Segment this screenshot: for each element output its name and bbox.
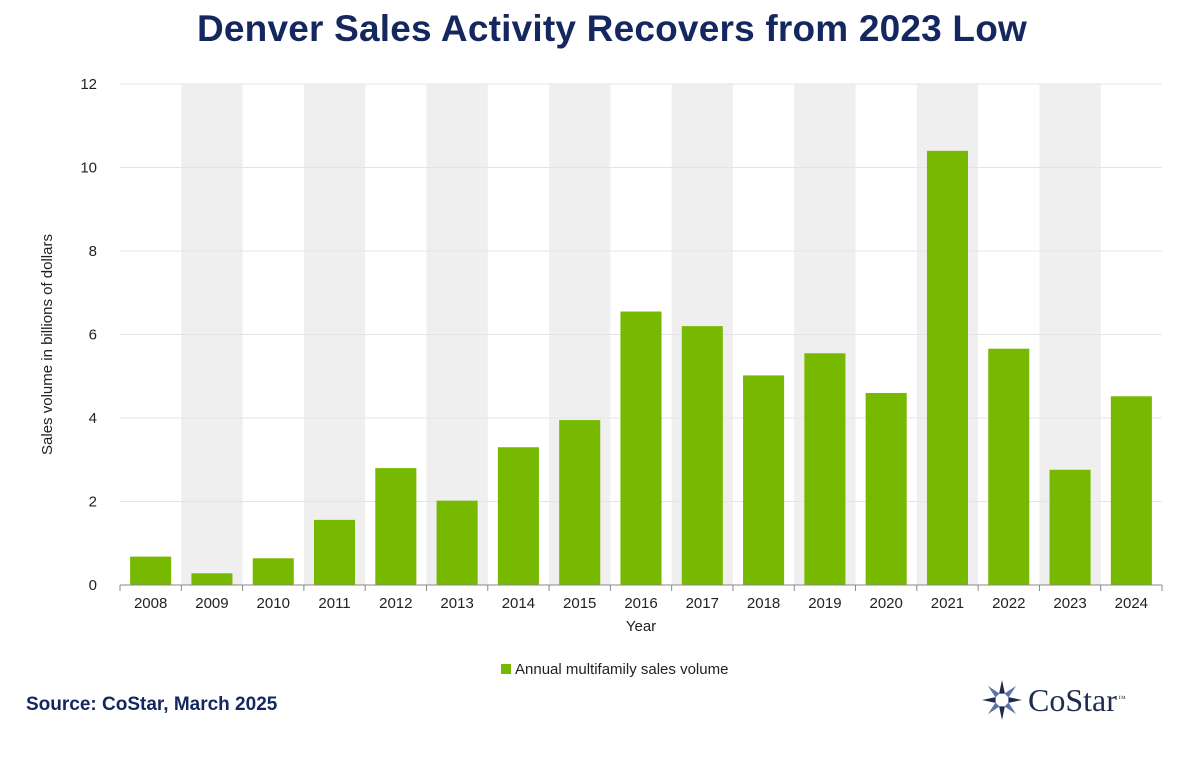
x-axis-title: Year (626, 618, 656, 635)
x-ticks (119, 585, 1163, 591)
x-tick-label: 2022 (992, 595, 1025, 612)
chart-title: Denver Sales Activity Recovers from 2023… (196, 8, 1028, 49)
logo-star-ray (987, 685, 1000, 698)
legend-label: Annual multifamily sales volume (515, 661, 728, 678)
y-tick-label: 10 (80, 160, 97, 177)
bar-2017 (681, 326, 723, 585)
bar-2016 (620, 311, 662, 585)
x-tick-label: 2023 (1053, 595, 1086, 612)
x-tick-label: 2009 (195, 595, 228, 612)
bar-2010 (252, 558, 294, 585)
x-tick-label: 2019 (808, 595, 841, 612)
logo-star-ray (1004, 685, 1017, 698)
x-tick-label: 2010 (257, 595, 290, 612)
x-tick-label: 2016 (624, 595, 657, 612)
x-tick-label: 2014 (502, 595, 535, 612)
bar-2011 (313, 519, 356, 585)
logo-tm: ™ (1117, 694, 1126, 703)
y-tick-labels: 0 2 4 6 8 10 12 (80, 76, 97, 594)
bar-2008 (130, 556, 172, 585)
y-axis-title: Sales volume in billions of dollars (39, 234, 56, 455)
bar-2013 (436, 500, 478, 585)
bar-2019 (804, 353, 846, 585)
x-tick-label: 2020 (869, 595, 902, 612)
logo-star-ray (982, 697, 996, 703)
x-tick-label: 2021 (931, 595, 964, 612)
y-tick-label: 6 (89, 327, 97, 344)
source-note: Source: CoStar, March 2025 (26, 694, 278, 715)
x-tick-label: 2008 (134, 595, 167, 612)
x-tick-labels: 2008 2009 2010 2011 2012 2013 2014 2015 2016 2017… (134, 595, 1148, 612)
y-tick-label: 2 (89, 494, 97, 511)
x-tick-label: 2017 (686, 595, 719, 612)
bar-2009 (191, 573, 233, 585)
logo-star-ray (999, 706, 1005, 720)
bar-2023 (1049, 469, 1091, 585)
y-tick-label: 8 (89, 243, 97, 260)
x-tick-label: 2024 (1115, 595, 1148, 612)
logo-star-ray (987, 702, 1000, 715)
logo-star-ray (1004, 702, 1017, 715)
costar-logo: CoStar™ (980, 678, 1140, 722)
logo-star-ray (1008, 697, 1022, 703)
y-tick-label: 12 (80, 76, 97, 93)
x-tick-label: 2012 (379, 595, 412, 612)
x-tick-label: 2011 (318, 595, 350, 612)
bars (130, 150, 1152, 586)
bar-2024 (1110, 396, 1152, 585)
logo-text: CoStar (1028, 682, 1117, 718)
bar-2018 (743, 375, 785, 585)
bar-2022 (988, 348, 1030, 585)
costar-star-icon (982, 680, 1022, 720)
y-tick-label: 4 (89, 410, 97, 427)
bar-2012 (375, 468, 417, 585)
logo-wordmark: CoStar™ (1028, 682, 1126, 719)
logo-star-ray (999, 680, 1005, 694)
bar-2021 (926, 150, 969, 586)
bar-2014 (497, 447, 539, 585)
legend-swatch (501, 664, 511, 674)
x-tick-label: 2015 (563, 595, 596, 612)
legend: Annual multifamily sales volume (501, 661, 728, 678)
y-tick-label: 0 (89, 577, 97, 594)
bar-2020 (865, 392, 907, 585)
x-tick-label: 2013 (440, 595, 473, 612)
x-tick-label: 2018 (747, 595, 780, 612)
bar-2015 (559, 420, 601, 585)
